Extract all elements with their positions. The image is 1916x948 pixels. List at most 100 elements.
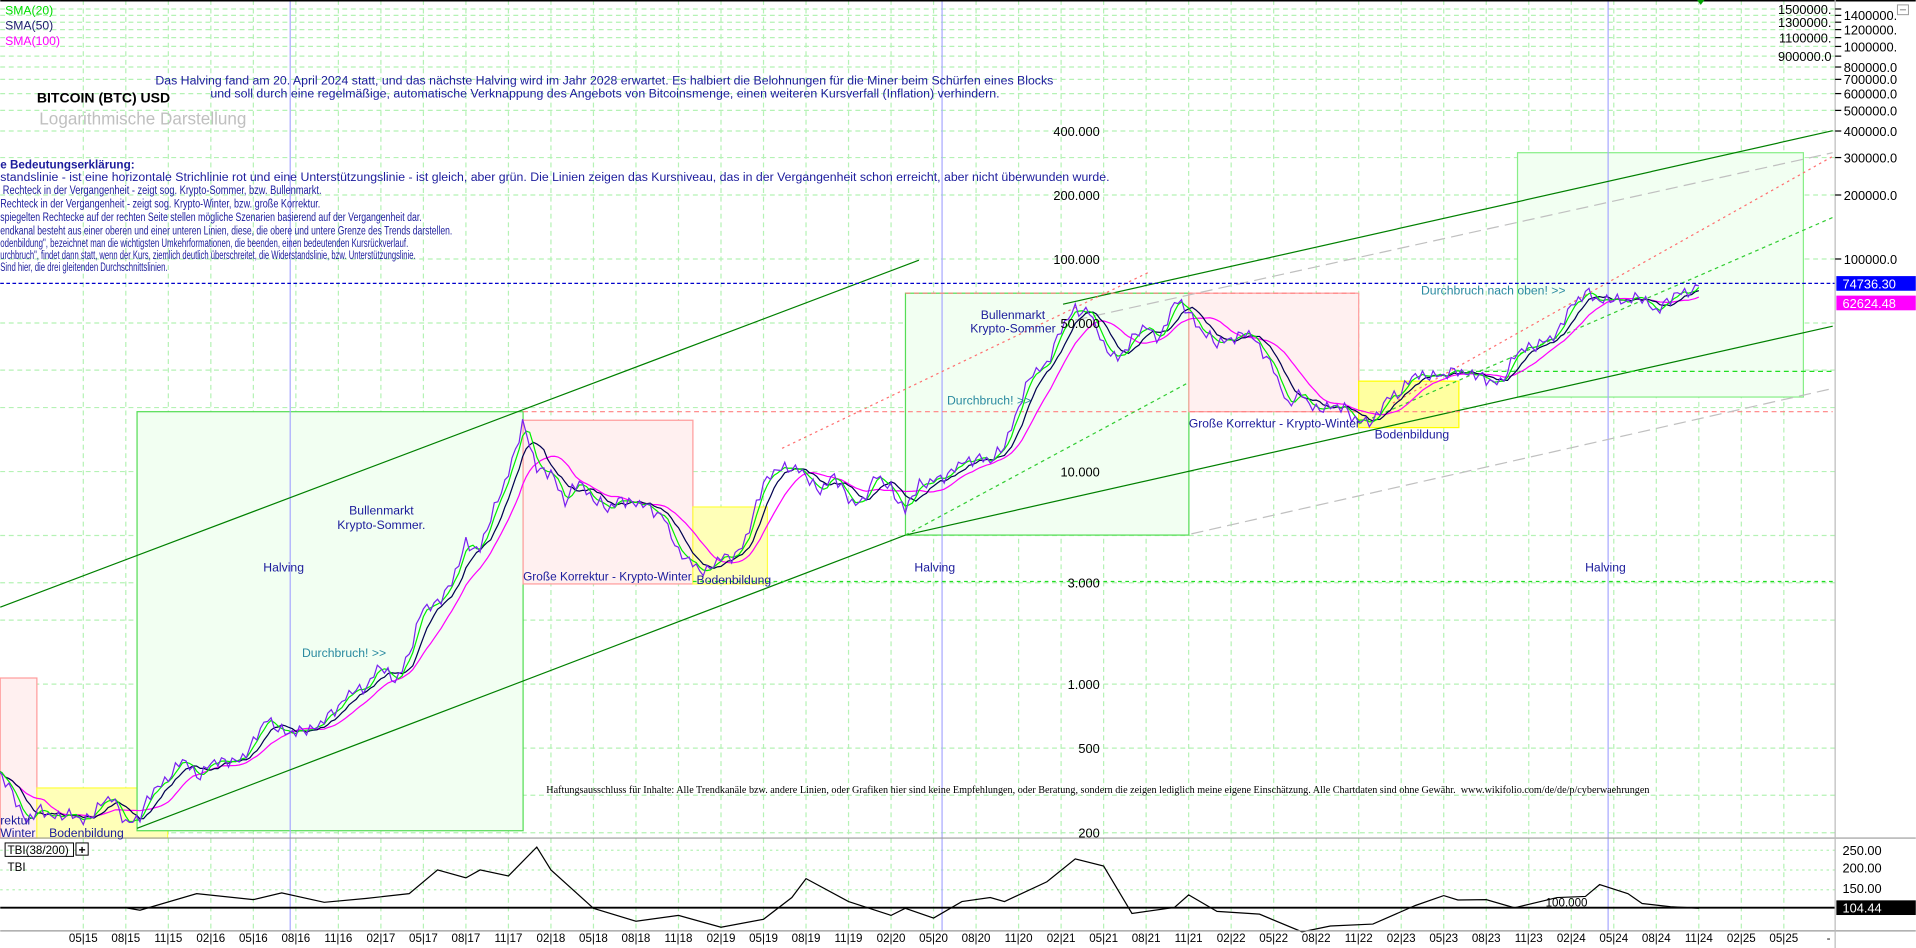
x-tick-label: 08|17: [452, 932, 481, 945]
x-tick-label: 08|16: [281, 932, 310, 945]
x-tick-label: 05|20: [919, 932, 948, 945]
bull-label-1b: Krypto-Sommer.: [337, 518, 425, 532]
price-line: [0, 284, 1699, 827]
y-tick-label: 600000.0: [1844, 86, 1897, 101]
x-tick-label: 08|22: [1302, 932, 1331, 945]
x-tick-label: 08|24: [1642, 932, 1671, 945]
breakout-up-label: Durchbruch nach oben! >>: [1421, 283, 1566, 297]
indicator-axis-250: 250.00: [1842, 843, 1881, 858]
clipped-correction-label: rektur: [0, 814, 31, 828]
x-tick-label: 02|16: [196, 932, 225, 945]
plus-icon: +: [79, 843, 86, 857]
resistance-channel-line: [781, 270, 1152, 449]
upper-trend-line: [1062, 130, 1833, 305]
x-tick-label: 05|15: [69, 932, 98, 945]
explanation-block: e Bedeutungserklärung: standslinie - ist…: [0, 158, 1109, 275]
x-tick-label: 08|15: [111, 932, 140, 945]
x-tick-label: 11|16: [324, 932, 352, 945]
lower-trend-line: [905, 325, 1833, 536]
x-tick-label: 02|18: [537, 932, 566, 945]
x-tick-label: 02|24: [1557, 932, 1586, 945]
correction-label-2: Große Korrektur - Krypto-Winter: [1189, 417, 1360, 431]
indicator-axis-150: 150.00: [1842, 881, 1881, 896]
trend-lines: [0, 0, 1836, 931]
indicator-value: 104.44: [1842, 901, 1881, 916]
bull-label-1: Bullenmarkt: [349, 503, 414, 517]
x-tick-label: 02|21: [1047, 932, 1076, 945]
sma-price-badge: [1836, 295, 1916, 311]
legend-sma20: SMA(20): [5, 4, 53, 18]
indicator-axis-200: 200.00: [1842, 860, 1881, 875]
x-tick-label: 05|17: [409, 932, 438, 945]
upper-trend-line: [0, 259, 920, 608]
grid: [0, 0, 1836, 931]
indicator-name-box[interactable]: [4, 842, 75, 857]
explanation-line: odenbildung", bezeichnet man die wichtig…: [0, 236, 408, 250]
x-tick-label: 11|21: [1175, 932, 1203, 945]
bottom-label-2015: Bodenbildung: [49, 826, 124, 840]
y-tick-label: 1100000.: [1779, 31, 1832, 46]
last-price-badge: [1836, 276, 1916, 291]
breakout-label-2: Durchbruch! >>: [947, 393, 1031, 407]
x-tick-label: 05|23: [1429, 932, 1458, 945]
x-tick-label: 08|21: [1132, 932, 1161, 945]
lower-trend-line: [136, 534, 906, 829]
legend-sma100: SMA(100): [5, 34, 60, 48]
x-tick-label: 08|19: [792, 932, 821, 945]
x-tick-label: 08|20: [962, 932, 991, 945]
x-axis-end: -: [1827, 932, 1831, 945]
bull-label-2b: Krypto-Sommer: [970, 321, 1055, 335]
indicator-value-badge: [1836, 900, 1916, 916]
explanation-line: Rechteck in der Vergangenheit - zeigt so…: [0, 183, 321, 197]
clipped-winter-label: Winter: [0, 826, 35, 840]
sma100-line: [0, 296, 1700, 818]
legend-sma50: SMA(50): [5, 18, 53, 32]
x-tick-label: 05|24: [1599, 932, 1628, 945]
x-tick-label: 11|22: [1345, 932, 1373, 945]
bull-zone: [136, 411, 524, 832]
explanation-line: standslinie - ist eine horizontale Stric…: [0, 170, 1109, 184]
y-tick-label: 800000.0: [1844, 60, 1897, 75]
x-tick-label: 05|21: [1089, 932, 1118, 945]
inner-price-label: 50.000: [1061, 316, 1100, 331]
x-tick-label: 11|18: [665, 932, 693, 945]
explanation-line: spiegelten Rechtecke auf der rechten Sei…: [0, 210, 421, 224]
indicator-label: TBI: [8, 861, 26, 874]
explanation-line: endkanal besteht aus einer oberen und ei…: [0, 224, 452, 238]
y-tick-label: 700000.0: [1844, 72, 1897, 87]
indicator-expand-button[interactable]: [75, 842, 89, 856]
y-tick-label: 300000.0: [1844, 150, 1897, 165]
disclaimer: Haftungsausschluss für Inhalte: Alle Tre…: [546, 784, 1650, 796]
price-series: [0, 284, 1836, 933]
x-tick-label: 11|23: [1515, 932, 1543, 945]
x-tick-label: 02|23: [1387, 932, 1416, 945]
indicator-line: [125, 846, 1699, 933]
explanation-heading: e Bedeutungserklärung:: [0, 158, 134, 172]
inner-price-label: 10.000: [1061, 464, 1100, 479]
inner-price-label: 500: [1078, 741, 1099, 756]
y-tick-label: 1500000.: [1778, 2, 1831, 17]
halving-note-line-1: Das Halving fand am 20. April 2024 statt…: [155, 73, 1053, 87]
chart-subtitle: Logarithmische Darstellung: [39, 110, 246, 129]
bull-label-2: Bullenmarkt: [981, 308, 1046, 322]
y-tick-label: 500000.0: [1844, 103, 1897, 118]
correction-label-1: Große Korrektur - Krypto-Winter: [523, 569, 692, 583]
x-tick-label: 02|19: [707, 932, 736, 945]
x-tick-label: 08|18: [622, 932, 651, 945]
breakout-label-1: Durchbruch! >>: [302, 646, 386, 660]
halving-label-2024: Halving: [1585, 561, 1626, 575]
last-price-value: 74736.30: [1842, 276, 1895, 291]
winter-zone: [522, 419, 694, 585]
marker-triangle-icon: [1697, 0, 1705, 5]
halving-label-2016: Halving: [263, 561, 304, 575]
x-tick-label: 08|23: [1472, 932, 1501, 945]
resistance-channel-line: [1392, 155, 1833, 404]
x-tick-label: 05|18: [579, 932, 608, 945]
x-tick-label: 05|25: [1769, 932, 1798, 945]
x-tick-label: 05|22: [1259, 932, 1288, 945]
x-tick-label: 05|16: [239, 932, 268, 945]
inner-price-label: 400.000: [1053, 124, 1099, 139]
x-tick-label: 05|19: [749, 932, 778, 945]
